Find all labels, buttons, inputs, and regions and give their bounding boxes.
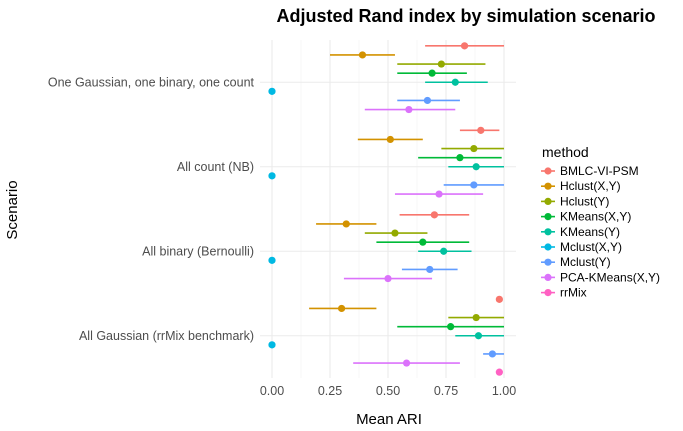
data-point bbox=[477, 126, 485, 134]
data-point bbox=[435, 190, 443, 198]
legend-label: Hclust(Y) bbox=[560, 194, 609, 208]
data-point bbox=[405, 105, 413, 114]
data-point bbox=[440, 247, 448, 255]
x-tick-label: 0.00 bbox=[260, 384, 284, 398]
data-point bbox=[268, 341, 276, 349]
data-point bbox=[437, 60, 445, 68]
y-tick-label: All Gaussian (rrMix benchmark) bbox=[79, 329, 254, 343]
data-point bbox=[488, 350, 496, 358]
data-point bbox=[386, 135, 394, 144]
data-point bbox=[472, 163, 480, 171]
legend-key-point bbox=[544, 182, 552, 190]
data-point bbox=[428, 69, 436, 77]
y-tick-label: All count (NB) bbox=[177, 160, 254, 174]
y-tick-label: All binary (Bernoulli) bbox=[142, 244, 254, 258]
data-point bbox=[472, 313, 480, 322]
data-point bbox=[358, 51, 367, 59]
data-point bbox=[419, 238, 427, 246]
legend-key-point bbox=[544, 228, 552, 236]
x-tick-label: 0.25 bbox=[318, 384, 342, 398]
y-axis-title: Scenario bbox=[4, 180, 21, 239]
data-marks bbox=[268, 42, 504, 376]
data-point bbox=[470, 181, 478, 189]
x-tick-label: 1.00 bbox=[492, 384, 516, 398]
x-tick-label: 0.75 bbox=[434, 384, 458, 398]
data-point bbox=[268, 87, 276, 95]
legend-label: BMLC-VI-PSM bbox=[560, 164, 639, 178]
data-point bbox=[342, 220, 350, 228]
legend-label: Mclust(X,Y) bbox=[560, 240, 622, 254]
legend-key-point bbox=[544, 167, 552, 175]
data-point bbox=[495, 295, 503, 303]
data-point bbox=[268, 172, 276, 180]
data-point bbox=[402, 359, 411, 367]
x-tick-labels: 0.00 0.25 0.50 0.75 1.00 bbox=[260, 384, 516, 398]
data-point bbox=[470, 144, 478, 153]
y-tick-labels: One Gaussian, one binary, one count All c… bbox=[48, 75, 255, 343]
y-tick-label: One Gaussian, one binary, one count bbox=[48, 75, 255, 89]
data-point bbox=[338, 304, 346, 313]
data-point bbox=[384, 274, 392, 283]
legend-label: KMeans(X,Y) bbox=[560, 210, 631, 224]
legend-key-point bbox=[544, 197, 552, 205]
legend-label: KMeans(Y) bbox=[560, 225, 620, 239]
legend-label: Mclust(Y) bbox=[560, 255, 611, 269]
data-point bbox=[495, 368, 503, 376]
x-tick-label: 0.50 bbox=[376, 384, 400, 398]
x-axis-title: Mean ARI bbox=[356, 411, 422, 428]
legend-title: method bbox=[542, 144, 589, 160]
data-point bbox=[474, 332, 483, 340]
data-point bbox=[451, 78, 459, 86]
data-point bbox=[268, 256, 276, 264]
legend-label: Hclust(X,Y) bbox=[560, 179, 621, 193]
data-point bbox=[426, 265, 434, 274]
legend-label: rrMix bbox=[560, 286, 587, 300]
chart-title: Adjusted Rand index by simulation scenar… bbox=[276, 6, 655, 26]
legend-key-point bbox=[544, 243, 552, 251]
legend-key-point bbox=[544, 258, 552, 266]
legend-key-point bbox=[544, 213, 552, 221]
data-point bbox=[391, 229, 399, 237]
legend-key-point bbox=[544, 273, 552, 281]
legend-label: PCA-KMeans(X,Y) bbox=[560, 270, 660, 284]
data-point bbox=[423, 96, 432, 105]
data-point bbox=[460, 42, 469, 50]
data-point bbox=[447, 323, 455, 331]
legend-key-point bbox=[544, 289, 552, 297]
data-point bbox=[430, 211, 438, 219]
data-point bbox=[456, 154, 464, 162]
